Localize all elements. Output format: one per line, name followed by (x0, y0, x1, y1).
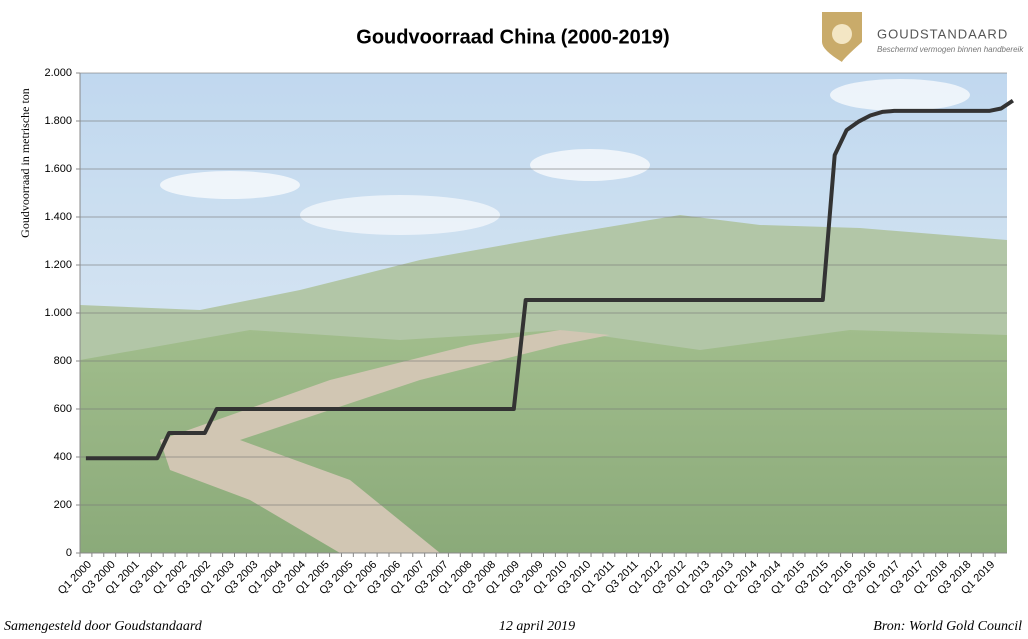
y-tick-label: 1.200 (44, 259, 72, 271)
footer-center: 12 april 2019 (499, 619, 575, 634)
y-tick-label: 200 (54, 499, 72, 511)
chart-title: Goudvoorraad China (2000-2019) (356, 26, 669, 48)
y-axis-label: Goudvoorraad in metrische ton (18, 88, 32, 238)
footer-left: Samengesteld door Goudstandaard (4, 619, 203, 634)
y-tick-label: 1.800 (44, 115, 72, 127)
y-tick-label: 1.600 (44, 163, 72, 175)
logo-name: GOUDSTANDAARD (877, 26, 1008, 41)
y-tick-label: 800 (54, 355, 72, 367)
y-tick-label: 600 (54, 403, 72, 415)
logo (822, 12, 862, 62)
footer-right: Bron: World Gold Council (873, 619, 1022, 634)
y-tick-label: 400 (54, 451, 72, 463)
y-tick-label: 1.400 (44, 211, 72, 223)
y-tick-label: 0 (66, 547, 72, 559)
logo-tagline: Beschermd vermogen binnen handbereik (877, 45, 1024, 54)
data-line (85, 98, 1015, 461)
y-tick-label: 1.000 (44, 307, 72, 319)
y-tick-label: 2.000 (44, 67, 72, 79)
